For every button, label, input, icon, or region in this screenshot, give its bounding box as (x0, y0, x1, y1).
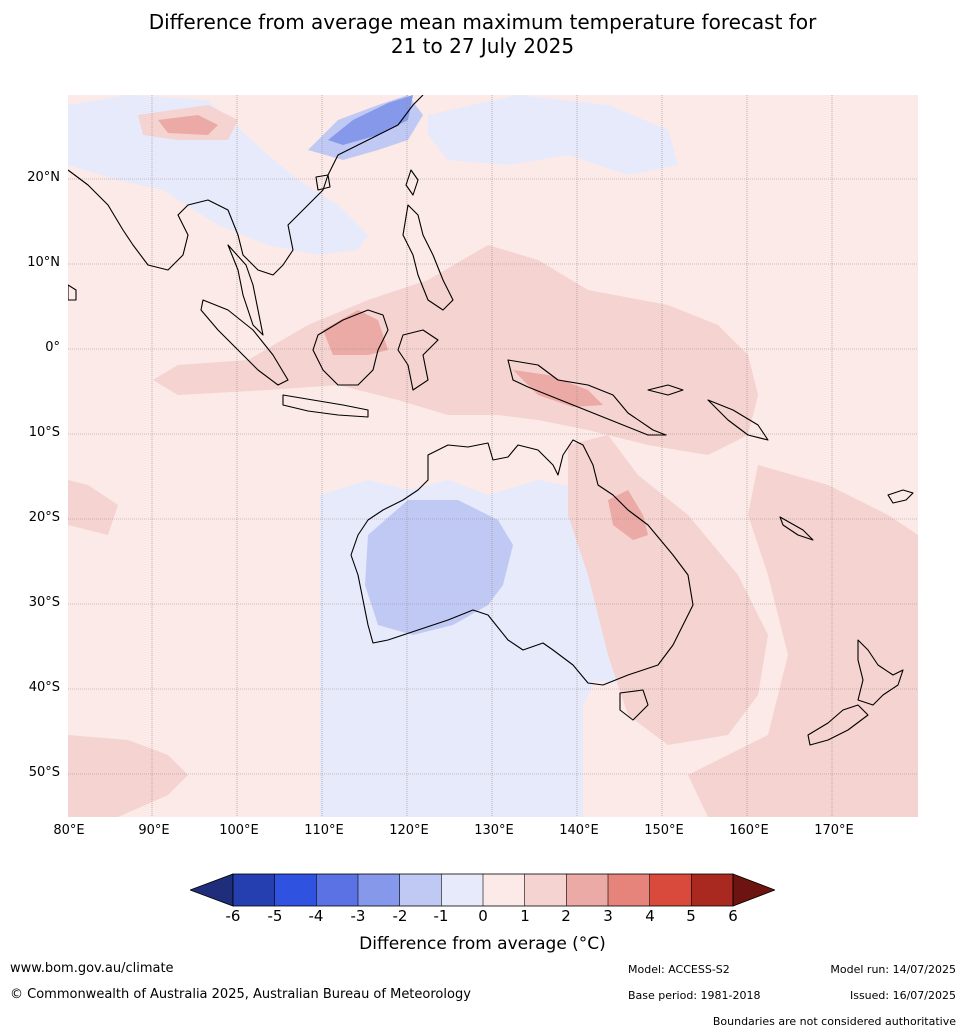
colorbar-bin-3-4 (608, 874, 650, 906)
issued-date: Issued: 16/07/2025 (849, 989, 956, 1002)
lat-label-0: 0° (45, 340, 60, 355)
lat-label-10n: 10°N (27, 255, 60, 270)
colorbar-tick: 0 (478, 907, 488, 925)
colorbar-bin-neg4-neg3 (316, 874, 358, 906)
java-coastline (282, 394, 369, 418)
colorbar-tick: -5 (267, 907, 283, 925)
colorbar-tick: -4 (308, 907, 324, 925)
colorbar-bin-neg2-neg1 (399, 874, 442, 906)
lat-label-20s: 20°S (28, 510, 60, 525)
sri-lanka-coastline (68, 284, 77, 301)
colorbar-bin-neg3-neg2 (358, 874, 400, 906)
lon-label-120e: 120°E (389, 823, 429, 838)
anomaly-field-cold-wa (365, 500, 513, 635)
lon-label-90e: 90°E (138, 823, 170, 838)
boundaries-disclaimer: Boundaries are not considered authoritat… (712, 1015, 956, 1028)
colorbar-label: Difference from average (°C) (359, 934, 606, 954)
lon-label-130e: 130°E (474, 823, 514, 838)
colorbar-bin-neg5-neg4 (274, 874, 317, 906)
australia-coastline (350, 439, 694, 686)
lon-label-170e: 170°E (814, 823, 854, 838)
tasmania-coastline (619, 689, 649, 721)
lat-label-20n: 20°N (27, 170, 60, 185)
colorbar-bin-4-5 (649, 874, 692, 906)
title-line-1: Difference from average mean maximum tem… (148, 10, 817, 34)
colorbar-tick: 3 (603, 907, 613, 925)
colorbar-tick: 5 (686, 907, 696, 925)
base-period-info: Base period: 1981-2018 (628, 989, 761, 1002)
colorbar-bin-1-2 (524, 874, 567, 906)
lat-label-50s: 50°S (28, 765, 60, 780)
colorbar-extend-low (188, 873, 234, 907)
malay-peninsula-coastline (227, 244, 264, 336)
lon-label-100e: 100°E (219, 823, 259, 838)
lon-label-160e: 160°E (729, 823, 769, 838)
lon-label-110e: 110°E (304, 823, 344, 838)
colorbar-bin-neg1-0 (441, 874, 483, 906)
anomaly-field-colder-china (328, 95, 413, 145)
anomaly-field-warm-maritime (153, 245, 758, 455)
colorbar-tick: -1 (433, 907, 449, 925)
sulawesi-coastline (397, 329, 439, 391)
colorbar-bin-5-6 (691, 874, 733, 906)
anomaly-field-hot-borneo (323, 310, 388, 355)
new-caledonia-coastline (779, 516, 814, 541)
new-britain-coastline (647, 384, 684, 396)
anomaly-field-hot-queensland (608, 490, 648, 540)
hainan-coastline (315, 174, 331, 191)
colorbar-tick: 4 (645, 907, 655, 925)
temperature-anomaly-map (68, 95, 918, 817)
anomaly-field-hot-new-guinea (513, 370, 603, 407)
colorbar-bin-neg6-neg5 (233, 874, 275, 906)
copyright-notice: © Commonwealth of Australia 2025, Austra… (10, 987, 471, 1002)
lat-label-30s: 30°S (28, 595, 60, 610)
new-zealand-south-coastline (807, 704, 869, 746)
lon-label-150e: 150°E (644, 823, 684, 838)
lon-label-140e: 140°E (559, 823, 599, 838)
colorbar-tick: -6 (225, 907, 241, 925)
colorbar-bin-0-1 (483, 874, 525, 906)
anomaly-field-warm-southwest (68, 735, 188, 817)
taiwan-coastline (405, 169, 419, 196)
colorbar-tick: 1 (520, 907, 530, 925)
colorbar-extend-high (732, 873, 777, 907)
colorbar-tick: -2 (392, 907, 408, 925)
colorbar-bin-2-3 (566, 874, 608, 906)
new-zealand-north-coastline (857, 639, 904, 706)
anomaly-field-cool-pacific (428, 95, 678, 175)
model-info: Model: ACCESS-S2 (628, 963, 730, 976)
website-link[interactable]: www.bom.gov.au/climate (10, 961, 174, 976)
anomaly-field-hot-tibet (158, 115, 218, 135)
sumatra-coastline (200, 299, 289, 386)
lon-label-80e: 80°E (53, 823, 85, 838)
borneo-coastline (312, 309, 389, 386)
colorbar-tick: 2 (561, 907, 571, 925)
graticule (68, 95, 918, 817)
fiji-coastline (887, 489, 914, 504)
model-run-date: Model run: 14/07/2025 (830, 963, 956, 976)
lat-label-40s: 40°S (28, 680, 60, 695)
asia-coastline (68, 95, 424, 276)
colorbar-tick: -3 (350, 907, 366, 925)
anomaly-field-warm-indian (68, 480, 118, 535)
solomon-islands-coastline (707, 399, 769, 441)
colorbar (188, 873, 777, 907)
colorbar-tick: 6 (728, 907, 738, 925)
map-title: Difference from average mean maximum tem… (0, 10, 965, 58)
lat-label-10s: 10°S (28, 425, 60, 440)
philippines-coastline (402, 204, 454, 311)
anomaly-field-warm-southwest-pacific (688, 465, 918, 817)
new-guinea-coastline (507, 359, 667, 436)
title-line-2: 21 to 27 July 2025 (390, 34, 575, 58)
